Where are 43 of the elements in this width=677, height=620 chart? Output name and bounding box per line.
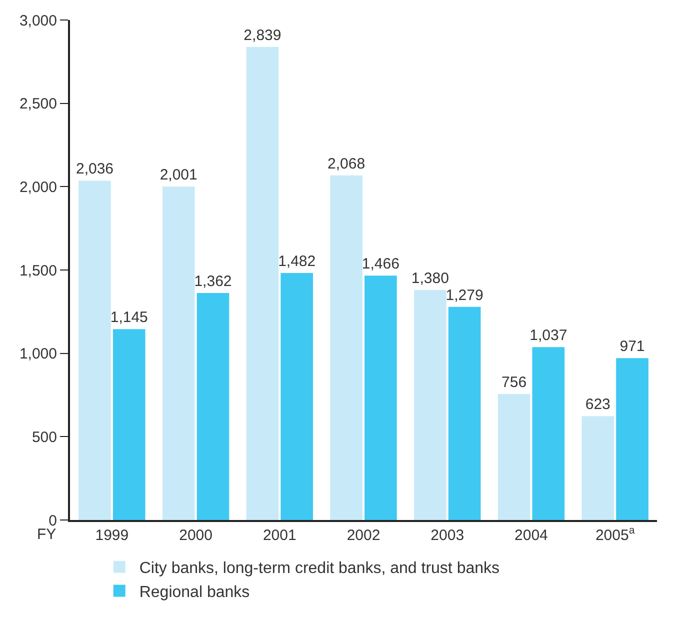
x-tick-label: 2000 (179, 527, 212, 544)
x-tick-label: 2003 (430, 527, 464, 544)
bar (280, 273, 313, 520)
bar (162, 186, 195, 520)
data-label: 2,001 (160, 166, 198, 184)
data-label: 1,466 (362, 256, 400, 273)
bar (330, 175, 362, 520)
x-tick-label: 1999 (95, 527, 129, 544)
bar (246, 46, 279, 520)
bar (582, 416, 614, 520)
data-label: 1,362 (194, 273, 232, 290)
legend-label: Regional banks (139, 584, 250, 601)
x-tick-label: 2005$^{a}$ (595, 524, 635, 544)
x-tick-label: 2002 (346, 527, 380, 544)
x-tick-label: 2001 (262, 527, 296, 544)
y-tick-label: 1,000 (19, 346, 57, 363)
x-tick-label: 2004 (514, 527, 548, 544)
bar (448, 306, 481, 520)
data-label: 2,068 (328, 155, 366, 172)
data-label: 1,482 (278, 253, 316, 270)
legend-label: City banks, long-term credit banks, and trust banks (139, 560, 500, 578)
bar (112, 329, 146, 520)
data-label: 2,839 (244, 26, 282, 44)
bar (364, 276, 397, 520)
bar (498, 394, 530, 520)
bar (616, 358, 648, 520)
data-label: 756 (502, 374, 527, 391)
data-label: 623 (585, 396, 610, 414)
bar (196, 293, 230, 520)
data-label: 2,036 (76, 160, 114, 178)
data-label: 1,380 (411, 270, 449, 287)
data-label: 1,037 (530, 327, 568, 344)
y-tick-label: 500 (32, 428, 57, 446)
y-tick-label: 2,000 (19, 178, 57, 196)
data-label: 971 (620, 338, 645, 356)
y-tick-label: 2,500 (19, 96, 57, 113)
bar (532, 347, 565, 520)
y-tick-label: 3,000 (19, 12, 57, 30)
data-label: 1,145 (110, 309, 148, 326)
bar (78, 180, 111, 520)
y-tick-label: 1,500 (19, 262, 57, 280)
data-label: 1,279 (446, 286, 484, 304)
bar (414, 290, 446, 520)
